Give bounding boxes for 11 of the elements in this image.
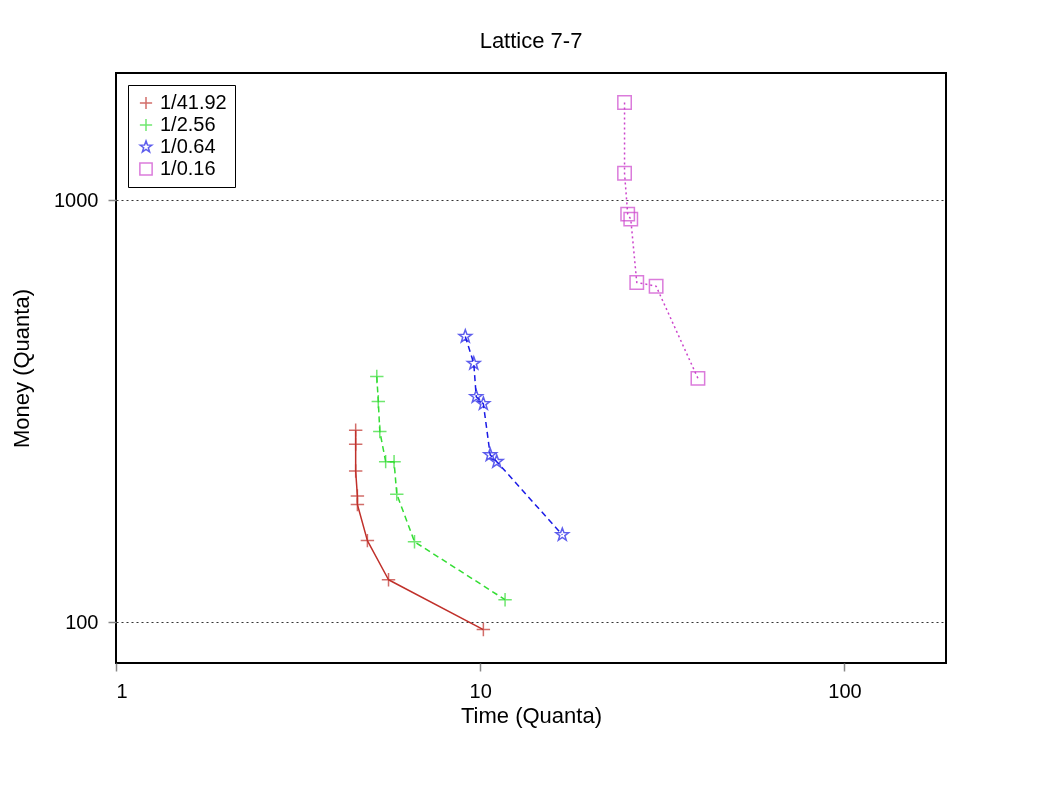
x-axis-title: Time (Quanta) [460,702,603,728]
x-tick-label: 100 [828,679,862,702]
legend-label: 1/0.16 [160,157,216,179]
y-axis-title: Money (Quanta) [9,289,35,448]
legend-label: 1/41.92 [160,91,227,113]
chart-title: Lattice 7-7 [479,28,583,53]
x-tick-label: 10 [469,679,492,702]
y-tick-label: 1000 [54,188,99,211]
legend-label: 1/2.56 [160,113,216,135]
legend-label: 1/0.64 [160,135,216,157]
x-tick-label: 1 [116,679,128,702]
